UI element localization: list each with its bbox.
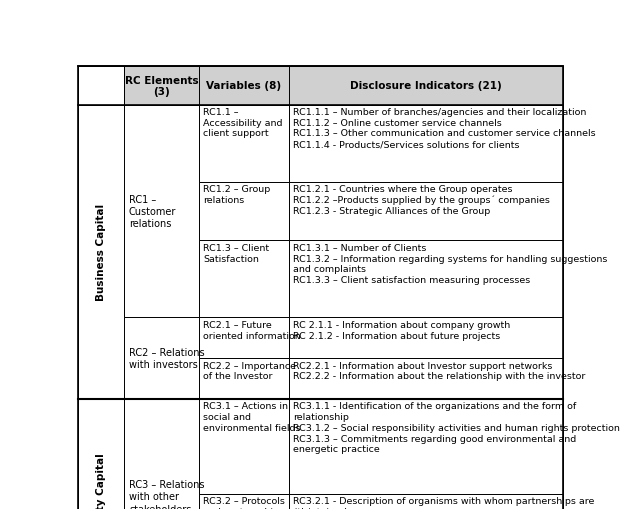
Text: RC1.2 – Group
relations: RC1.2 – Group relations	[203, 185, 271, 204]
Bar	[78, 105, 124, 400]
Text: RC3 – Relations
with other
stakeholders: RC3 – Relations with other stakeholders	[129, 479, 204, 509]
Bar	[289, 241, 562, 318]
Text: RC2.2.1 - Information about Investor support networks
RC2.2.2 - Information abou: RC2.2.1 - Information about Investor sup…	[292, 361, 585, 381]
Text: Society Capital: Society Capital	[96, 452, 106, 509]
Bar	[124, 400, 199, 509]
Text: RC2.1 – Future
oriented information: RC2.1 – Future oriented information	[203, 320, 301, 340]
Text: RC3.2 – Protocols
and partnerships with
other organisms: RC3.2 – Protocols and partnerships with …	[203, 496, 308, 509]
Bar	[124, 105, 199, 318]
Bar	[78, 67, 124, 105]
Text: RC1 –
Customer
relations: RC1 – Customer relations	[129, 194, 176, 229]
Text: RC3.1.1 - Identification of the organizations and the form of
relationship
RC3.1: RC3.1.1 - Identification of the organiza…	[292, 402, 619, 454]
Bar	[78, 400, 124, 509]
Text: RC3.1 – Actions in
social and
environmental fields: RC3.1 – Actions in social and environmen…	[203, 402, 301, 432]
Bar	[199, 182, 289, 241]
Bar	[124, 67, 562, 105]
Bar	[289, 318, 562, 358]
Bar	[289, 400, 562, 494]
Bar	[289, 358, 562, 400]
Bar	[199, 105, 289, 182]
Text: Business Capital: Business Capital	[96, 204, 106, 301]
Text: RC1.1.1 – Number of branches/agencies and their localization
RC1.1.2 – Online cu: RC1.1.1 – Number of branches/agencies an…	[292, 108, 596, 149]
Text: RC1.3 – Client
Satisfaction: RC1.3 – Client Satisfaction	[203, 243, 269, 263]
Bar	[199, 494, 289, 509]
Bar	[289, 494, 562, 509]
Text: RC1.3.1 – Number of Clients
RC1.3.2 – Information regarding systems for handling: RC1.3.1 – Number of Clients RC1.3.2 – In…	[292, 243, 607, 285]
Text: RC 2.1.1 - Information about company growth
RC 2.1.2 - Information about future : RC 2.1.1 - Information about company gro…	[292, 320, 510, 340]
Bar	[199, 318, 289, 358]
Text: RC2.2 – Importance
of the Investor: RC2.2 – Importance of the Investor	[203, 361, 296, 381]
Text: Variables (8): Variables (8)	[206, 81, 282, 91]
Bar	[199, 241, 289, 318]
Bar	[289, 182, 562, 241]
Bar	[289, 105, 562, 182]
Text: RC Elements
(3): RC Elements (3)	[125, 75, 199, 97]
Bar	[124, 318, 199, 400]
Bar	[199, 400, 289, 494]
Text: Disclosure Indicators (21): Disclosure Indicators (21)	[350, 81, 501, 91]
Text: RC1.2.1 - Countries where the Group operates
RC1.2.2 –Products supplied by the g: RC1.2.1 - Countries where the Group oper…	[292, 185, 549, 216]
Bar	[199, 358, 289, 400]
Text: RC2 – Relations
with investors: RC2 – Relations with investors	[129, 347, 204, 370]
Text: RC3.2.1 - Description of organisms with whom partnerships are
maintained
RC3.2.2: RC3.2.1 - Description of organisms with …	[292, 496, 594, 509]
Text: RC1.1 –
Accessibility and
client support: RC1.1 – Accessibility and client support	[203, 108, 282, 138]
